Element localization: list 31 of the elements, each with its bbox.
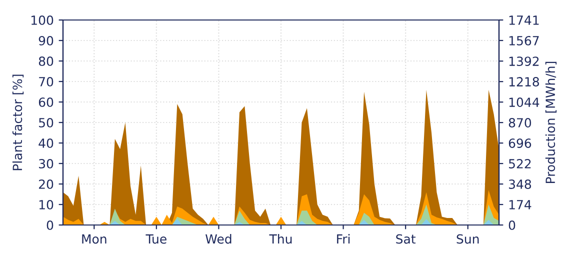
y2-axis-title: Production [MWh/h]	[545, 62, 557, 183]
y2-tick-label: 174	[509, 200, 532, 210]
x-tick-label: Thu	[269, 234, 292, 244]
y-tick-label: 30	[39, 158, 54, 168]
y2-tick-label: 870	[508, 118, 532, 128]
y2-tick-label: 1044	[509, 98, 540, 107]
y-tick-label: 10	[39, 200, 54, 210]
y2-tick-label: 1392	[509, 56, 539, 66]
y-tick-label: 90	[38, 36, 54, 46]
x-tick-label: Wed	[206, 234, 232, 244]
y-tick-label: 0	[46, 220, 54, 230]
y-tick-label: 100	[31, 15, 54, 25]
y2-tick-label: 522	[508, 159, 531, 168]
y2-tick-label: 1567	[509, 36, 539, 46]
y2-tick-label: 348	[508, 179, 532, 189]
x-tick-label: Mon	[82, 234, 106, 244]
y-tick-label: 80	[38, 56, 54, 66]
y2-tick-label: 1741	[509, 16, 539, 25]
y-tick-label: 20	[38, 179, 54, 189]
y-tick-label: 60	[38, 97, 54, 107]
y2-tick-label: 696	[508, 138, 532, 148]
x-tick-label: Sat	[396, 234, 416, 244]
x-tick-label: Tue	[146, 234, 166, 244]
x-tick-label: Sun	[456, 234, 479, 244]
y2-tick-label: 0	[508, 220, 516, 230]
y-tick-label: 40	[38, 138, 54, 148]
y-axis-title: Plant factor [%]	[12, 74, 24, 170]
y-tick-label: 50	[39, 118, 54, 128]
y2-tick-label: 1218	[509, 77, 539, 87]
y-tick-label: 70	[39, 76, 54, 86]
x-tick-label: Fri	[337, 234, 350, 244]
